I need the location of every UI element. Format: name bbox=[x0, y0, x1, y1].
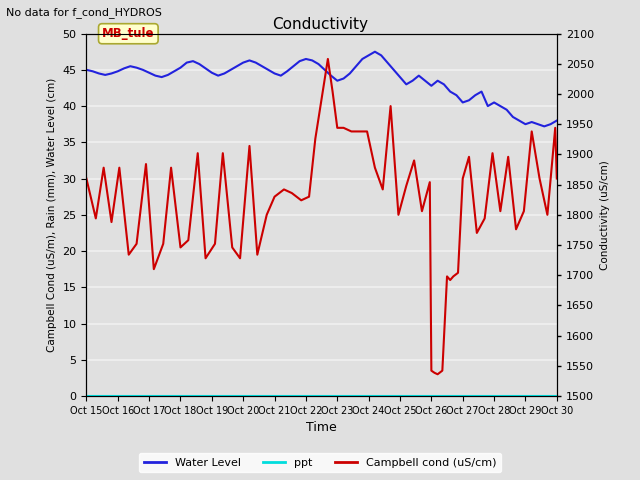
Legend: Water Level, ppt, Campbell cond (uS/cm): Water Level, ppt, Campbell cond (uS/cm) bbox=[140, 453, 500, 472]
Text: MB_tule: MB_tule bbox=[102, 27, 155, 40]
Y-axis label: Campbell Cond (uS/m), Rain (mm), Water Level (cm): Campbell Cond (uS/m), Rain (mm), Water L… bbox=[47, 78, 57, 352]
Y-axis label: Conductivity (uS/cm): Conductivity (uS/cm) bbox=[600, 160, 609, 270]
Text: No data for f_cond_HYDROS: No data for f_cond_HYDROS bbox=[6, 7, 163, 18]
Text: Conductivity: Conductivity bbox=[272, 17, 368, 32]
X-axis label: Time: Time bbox=[306, 421, 337, 434]
